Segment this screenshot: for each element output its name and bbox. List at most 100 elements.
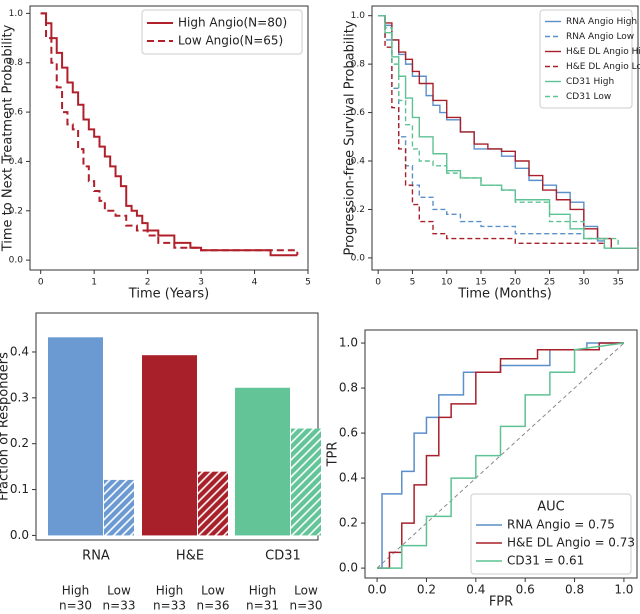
y-tick-label: 0.2 — [9, 206, 23, 216]
y-tick-label: 0.4 — [9, 157, 24, 167]
legend-label: RNA Angio Low — [566, 32, 634, 42]
legend-title: AUC — [537, 500, 565, 515]
y-tick-label: 0.4 — [10, 344, 29, 358]
x-tick-label: 0.2 — [417, 583, 436, 597]
x-tick-label: 5 — [410, 278, 416, 288]
bar — [142, 355, 197, 536]
x-tick-label: 5 — [305, 278, 311, 288]
n-label: n=31 — [246, 599, 279, 613]
legend-label: CD31 Low — [566, 92, 611, 102]
x-tick-label: 3 — [198, 278, 204, 288]
x-tick-label: 0.0 — [368, 583, 387, 597]
legend-label: RNA Angio High — [566, 17, 637, 27]
bar — [104, 479, 134, 536]
curve — [377, 342, 625, 569]
y-tick-label: 0.2 — [351, 205, 365, 215]
panel: 0.0 0.2 0.4 0.6 0.8 1.0 0 1 2 3 4 5 Time (Years) Time… — [1, 5, 311, 302]
curve — [377, 342, 624, 569]
y-axis-label: Fraction of Responders — [0, 352, 12, 501]
x-tick-label: 0 — [375, 278, 381, 288]
group-label: Low — [107, 584, 131, 598]
y-tick-label: 0.8 — [9, 58, 24, 68]
y-tick-label: 0.0 — [351, 253, 366, 263]
category-label: H&E — [176, 549, 204, 564]
x-tick-label: 0.8 — [565, 583, 584, 597]
axes-frame — [371, 5, 639, 271]
y-tick-label: 0.6 — [351, 108, 366, 118]
x-tick-label: 1 — [91, 278, 97, 288]
y-tick-label: 0.3 — [10, 390, 29, 404]
x-tick-label: 35 — [612, 278, 623, 288]
legend-label: Low Angio(N=65) — [178, 34, 283, 48]
x-axis-label: Time (Years) — [128, 287, 209, 302]
curve — [40, 12, 299, 256]
x-axis-label: Time (Months) — [457, 287, 552, 302]
curve — [378, 14, 639, 249]
x-tick-label: 30 — [578, 278, 590, 288]
curve — [378, 14, 619, 246]
y-tick-label: 0.8 — [351, 60, 366, 70]
n-label: n=30 — [59, 599, 92, 613]
category-label: RNA — [82, 549, 110, 564]
x-tick-label: 1.0 — [614, 583, 633, 597]
curve — [378, 14, 639, 249]
y-tick-label: 0.0 — [10, 528, 29, 542]
y-tick-label: 1.0 — [9, 9, 24, 19]
y-tick-label: 0.4 — [351, 157, 366, 167]
x-tick-label: 15 — [475, 278, 486, 288]
y-tick-label: 0.6 — [9, 108, 24, 118]
x-tick-label: 0.6 — [516, 583, 535, 597]
group-label: High — [156, 584, 184, 598]
curve — [378, 14, 606, 249]
group-label: High — [249, 584, 277, 598]
n-label: n=33 — [103, 599, 136, 613]
y-axis-label: Time to Next Treatment Probability — [1, 24, 16, 252]
y-tick-label: 0.6 — [339, 426, 358, 440]
bar — [48, 337, 103, 536]
bar — [291, 428, 321, 536]
curve — [377, 342, 624, 569]
bar — [235, 387, 290, 536]
y-axis-label: Progression-free Survival Probability — [343, 20, 358, 255]
y-tick-label: 0.0 — [339, 561, 358, 575]
x-tick-label: 2 — [145, 278, 151, 288]
legend-label: CD31 High — [566, 77, 614, 87]
y-tick-label: 1.0 — [339, 336, 358, 350]
x-tick-label: 25 — [544, 278, 555, 288]
group-label: Low — [201, 584, 225, 598]
bar — [198, 471, 228, 536]
x-tick-label: 10 — [441, 278, 453, 288]
legend-label: H&E DL Angio Low — [566, 62, 640, 72]
n-label: n=30 — [290, 599, 323, 613]
y-tick-label: 0.8 — [339, 381, 358, 395]
legend-box — [539, 9, 633, 109]
group-label: Low — [294, 584, 318, 598]
y-tick-label: 0.2 — [339, 516, 358, 530]
y-axis-label: TPR — [326, 442, 341, 468]
legend-label: CD31 = 0.61 — [507, 554, 584, 568]
curve — [40, 12, 298, 257]
curve — [378, 14, 605, 240]
y-tick-label: 0.0 — [9, 256, 24, 266]
x-tick-label: 20 — [510, 278, 522, 288]
y-tick-label: 1.0 — [351, 11, 366, 21]
group-label: High — [62, 584, 90, 598]
panel: 0.0 0.2 0.4 0.6 0.8 1.0 0 5 10 15 20 25 30 35 Time (Mo… — [343, 5, 640, 302]
axes-frame — [35, 312, 319, 541]
legend-label: RNA Angio = 0.75 — [507, 518, 615, 532]
x-axis-label: FPR — [489, 595, 513, 610]
n-label: n=36 — [197, 599, 230, 613]
legend-label: H&E DL Angio = 0.73 — [507, 536, 635, 550]
legend-label: H&E DL Angio High — [566, 47, 640, 57]
category-label: CD31 — [265, 549, 301, 564]
legend-label: High Angio(N=80) — [178, 16, 287, 30]
x-tick-label: 0 — [38, 278, 44, 288]
x-tick-label: 4 — [252, 278, 258, 288]
axes-frame — [29, 5, 309, 271]
y-tick-label: 0.4 — [339, 471, 358, 485]
legend-box — [141, 9, 303, 55]
y-tick-label: 0.1 — [10, 482, 29, 496]
legend-box — [470, 493, 632, 575]
